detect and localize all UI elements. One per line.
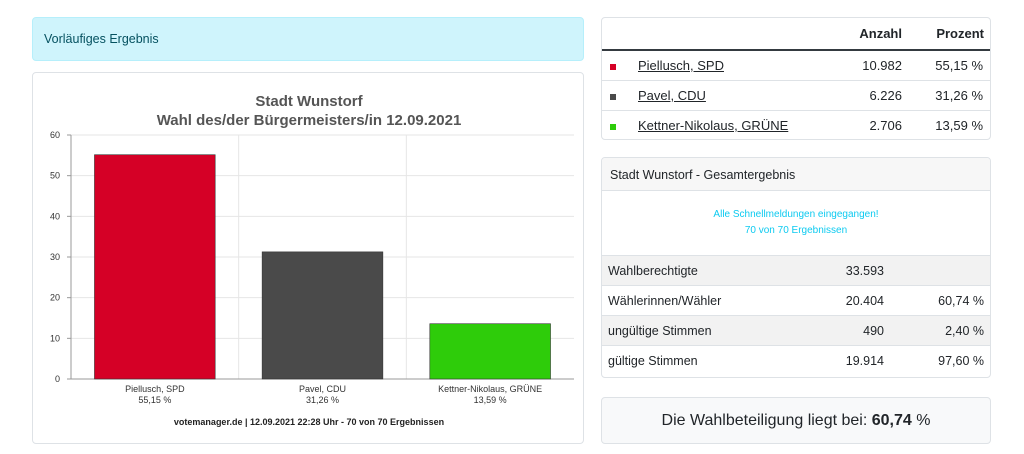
y-tick-label: 0 — [55, 374, 60, 384]
turnout-value: 60,74 — [871, 412, 912, 429]
candidate-results-table: Anzahl Prozent Piellusch, SPD 10.982 55,… — [601, 17, 991, 140]
reporting-status-line1: Alle Schnellmeldungen eingegangen! — [713, 209, 879, 220]
row-label: Wahlberechtigte — [602, 255, 834, 286]
y-tick-label: 30 — [50, 252, 60, 262]
x-tick-percent-label: 13,59 % — [474, 395, 507, 405]
party-color-swatch — [610, 93, 616, 100]
candidate-link-piellusch[interactable]: Piellusch, SPD — [638, 57, 724, 73]
turnout-box: Die Wahlbeteiligung liegt bei: 60,74 % — [601, 397, 991, 444]
reporting-status-note: Alle Schnellmeldungen eingegangen! 70 vo… — [602, 191, 990, 255]
prozent-value: 55,15 % — [908, 50, 990, 81]
party-color-swatch — [610, 123, 616, 130]
row-percent: 60,74 % — [890, 285, 990, 316]
x-tick-percent-label: 55,15 % — [138, 395, 171, 405]
row-percent: 97,60 % — [890, 345, 990, 376]
y-tick-label: 10 — [50, 333, 60, 343]
bar-2 — [429, 323, 551, 380]
header-prozent: Prozent — [908, 18, 990, 51]
anzahl-value: 10.982 — [828, 50, 908, 81]
table-row: Kettner-Nikolaus, GRÜNE 2.706 13,59 % — [602, 110, 990, 140]
x-tick-label: Piellusch, SPD — [125, 384, 185, 394]
row-label: gültige Stimmen — [602, 345, 834, 376]
candidate-link-pavel[interactable]: Pavel, CDU — [638, 87, 706, 103]
y-tick-label: 20 — [50, 293, 60, 303]
chart-footer: votemanager.de | 12.09.2021 22:28 Uhr - … — [174, 417, 444, 427]
party-color-swatch — [610, 63, 616, 70]
result-status-alert: Vorläufiges Ergebnis — [32, 17, 584, 61]
x-tick-label: Pavel, CDU — [299, 384, 346, 394]
bar-chart-card: Stadt Wunstorf Wahl des/der Bürgermeister… — [32, 72, 584, 444]
table-row: Piellusch, SPD 10.982 55,15 % — [602, 50, 990, 81]
table-row: gültige Stimmen 19.914 97,60 % — [602, 345, 990, 376]
row-percent — [890, 255, 990, 286]
table-row: Wahlberechtigte 33.593 — [602, 255, 990, 286]
row-value: 490 — [834, 315, 890, 346]
y-tick-label: 60 — [50, 130, 60, 140]
row-value: 19.914 — [834, 345, 890, 376]
bar-0 — [94, 154, 216, 380]
chart-title: Stadt Wunstorf — [255, 93, 363, 110]
candidate-link-kettner-nikolaus[interactable]: Kettner-Nikolaus, GRÜNE — [638, 117, 789, 133]
anzahl-value: 6.226 — [828, 80, 908, 111]
table-row: ungültige Stimmen 490 2,40 % — [602, 315, 990, 346]
row-percent: 2,40 % — [890, 315, 990, 346]
header-name — [632, 18, 828, 51]
overall-result-card: Stadt Wunstorf - Gesamtergebnis Alle Sch… — [601, 157, 991, 378]
table-row: Wählerinnen/Wähler 20.404 60,74 % — [602, 285, 990, 316]
row-value: 20.404 — [834, 285, 890, 316]
bar-chart: Stadt Wunstorf Wahl des/der Bürgermeister… — [50, 93, 574, 427]
x-tick-label: Kettner-Nikolaus, GRÜNE — [438, 384, 542, 394]
bar-1 — [261, 251, 384, 380]
x-tick-percent-label: 31,26 % — [306, 395, 339, 405]
turnout-unit: % — [916, 412, 931, 429]
anzahl-value: 2.706 — [869, 117, 902, 133]
reporting-status-line2: 70 von 70 Ergebnissen — [744, 225, 848, 236]
chart-subtitle: Wahl des/der Bürgermeisters/in 12.09.202… — [157, 112, 462, 129]
prozent-value: 31,26 % — [908, 80, 990, 111]
turnout-label: Die Wahlbeteiligung liegt bei: — [661, 412, 868, 429]
result-status-text: Vorläufiges Ergebnis — [44, 32, 159, 46]
overall-result-title: Stadt Wunstorf - Gesamtergebnis — [602, 158, 990, 191]
row-value: 33.593 — [834, 255, 890, 286]
table-row: Pavel, CDU 6.226 31,26 % — [602, 80, 990, 111]
row-label: Wählerinnen/Wähler — [602, 285, 834, 316]
y-tick-label: 40 — [50, 211, 60, 221]
row-label: ungültige Stimmen — [602, 315, 834, 346]
overall-result-table: Wahlberechtigte 33.593 Wählerinnen/Wähle… — [602, 255, 990, 376]
header-swatch — [602, 18, 632, 51]
y-tick-label: 50 — [50, 171, 60, 181]
header-anzahl: Anzahl — [828, 18, 908, 51]
prozent-value: 13,59 % — [935, 117, 983, 133]
